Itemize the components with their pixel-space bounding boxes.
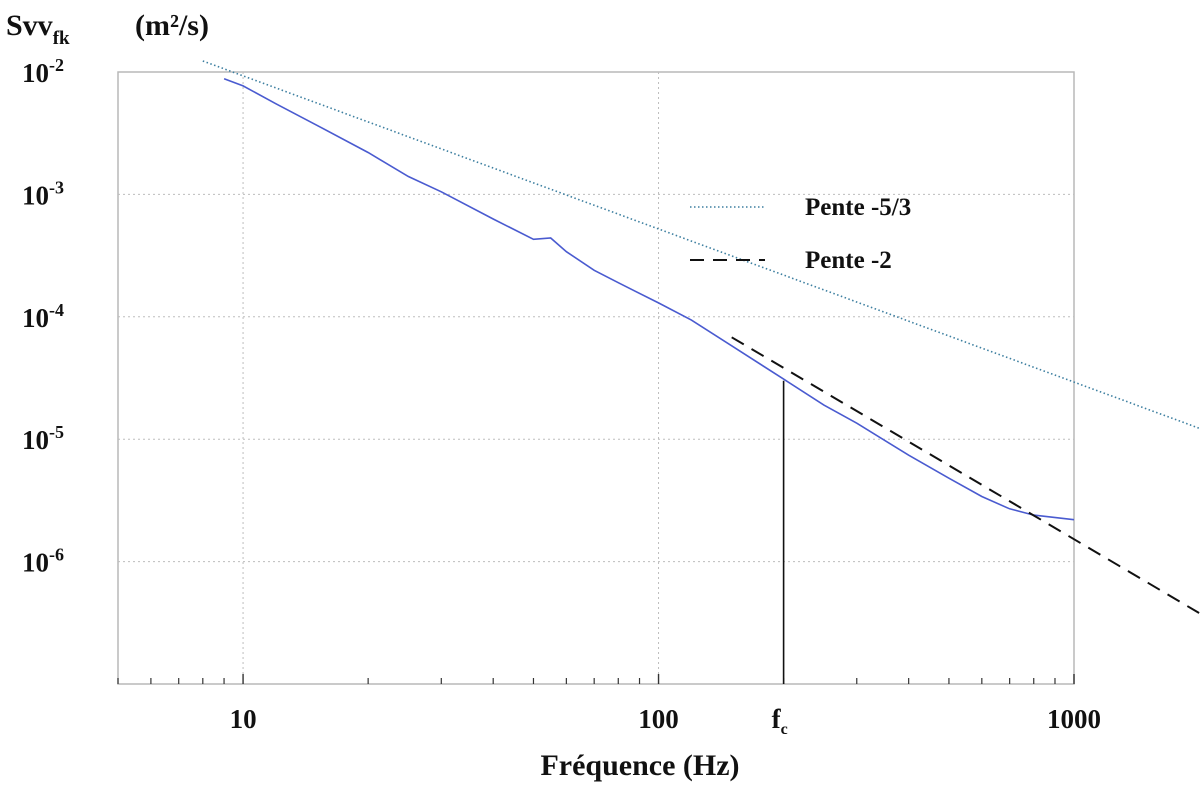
series-line-measured bbox=[223, 78, 1075, 521]
x-axis-title: Fréquence (Hz) bbox=[540, 749, 739, 782]
x-tick-label: 1000 bbox=[1047, 704, 1101, 734]
x-tick-label: 100 bbox=[638, 704, 679, 734]
grid-lines bbox=[118, 72, 1074, 684]
fc-label: fc bbox=[772, 704, 788, 738]
series-lines bbox=[202, 60, 1200, 614]
fc-annotation: fc bbox=[772, 380, 788, 738]
y-axis-title: Svvfk bbox=[6, 9, 70, 49]
y-tick-label: 10-3 bbox=[22, 177, 64, 210]
x-tick-label: 10 bbox=[230, 704, 257, 734]
plot-area bbox=[117, 71, 1075, 685]
legend-label: Pente -2 bbox=[805, 247, 892, 274]
y-tick-label: 10-5 bbox=[22, 422, 64, 455]
y-tick-label: 10-2 bbox=[22, 55, 64, 88]
legend-label: Pente -5/3 bbox=[805, 194, 911, 221]
x-axis-ticks: 10 100 1000 bbox=[117, 674, 1101, 734]
legend: Pente -5/3 Pente -2 bbox=[690, 194, 911, 274]
y-tick-label: 10-4 bbox=[22, 300, 64, 333]
y-tick-label: 10-6 bbox=[22, 545, 64, 578]
y-axis-ticks: 10-2 10-3 10-4 10-5 10-6 bbox=[22, 55, 64, 578]
series-line-pente-5-3 bbox=[202, 60, 1200, 429]
y-axis-units: (m²/s) bbox=[135, 9, 209, 42]
